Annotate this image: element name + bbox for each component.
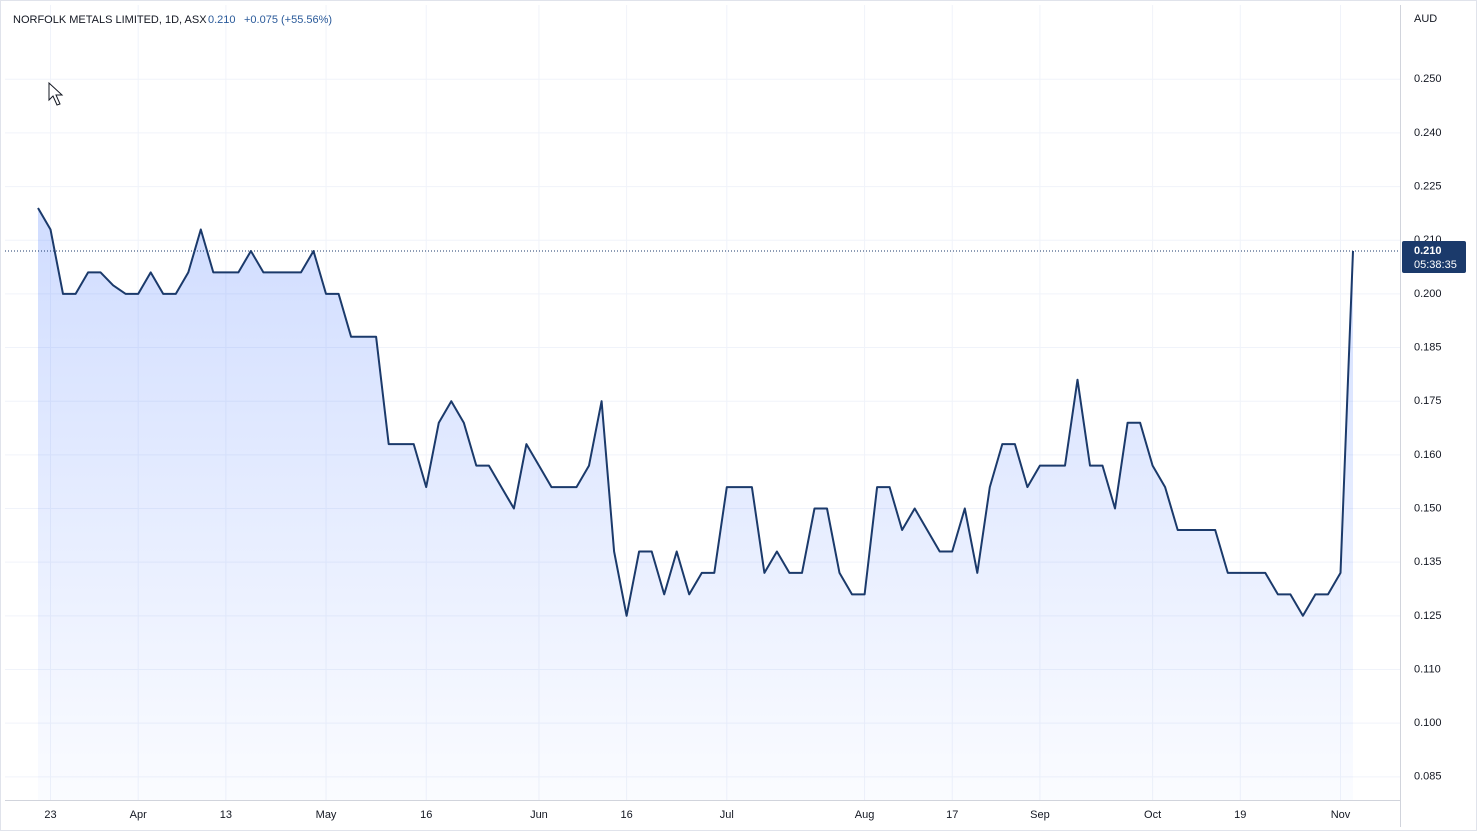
x-tick-label: Jun [530,809,548,821]
y-tick-label: 0.125 [1414,610,1442,622]
y-tick-label: 0.085 [1414,771,1442,783]
currency: AUD [1414,13,1437,25]
y-tick-label: 0.135 [1414,556,1442,568]
x-tick-label: 17 [946,809,958,821]
y-tick-label: 0.250 [1414,73,1442,85]
y-tick-label: 0.225 [1414,180,1442,192]
x-tick-label: Apr [130,809,147,821]
header-change: +0.075 (+55.56%) [244,14,332,26]
x-tick-label: May [316,809,337,821]
x-tick-label: 23 [44,809,56,821]
y-tick-label: 0.150 [1414,502,1442,514]
y-tick-label: 0.175 [1414,395,1442,407]
header-price: 0.210 [208,14,236,26]
x-tick-label: Oct [1144,809,1161,821]
price-tag [1402,240,1466,273]
x-tick-label: 16 [620,809,632,821]
y-tick-label: 0.160 [1414,449,1442,461]
y-tick-label: 0.185 [1414,341,1442,353]
x-tick-label: Sep [1030,809,1050,821]
x-tick-label: 16 [420,809,432,821]
y-tick-label: 0.200 [1414,288,1442,300]
y-tick-label: 0.240 [1414,127,1442,139]
countdown: 05:38:35 [1414,259,1457,271]
area-fill [38,208,1353,800]
x-tick-label: 19 [1234,809,1246,821]
chart-title: NORFOLK METALS LIMITED, 1D, ASX [13,14,207,26]
cursor [48,81,64,106]
x-tick-label: 13 [220,809,232,821]
price-tag-label: 0.210 [1414,245,1442,257]
x-tick-label: Jul [720,809,734,821]
y-tick-label: 0.100 [1414,717,1442,729]
y-tick-label: 0.110 [1414,663,1441,675]
price-line [37,207,1354,617]
x-tick-label: Aug [855,809,875,821]
x-tick-label: Nov [1331,809,1351,821]
